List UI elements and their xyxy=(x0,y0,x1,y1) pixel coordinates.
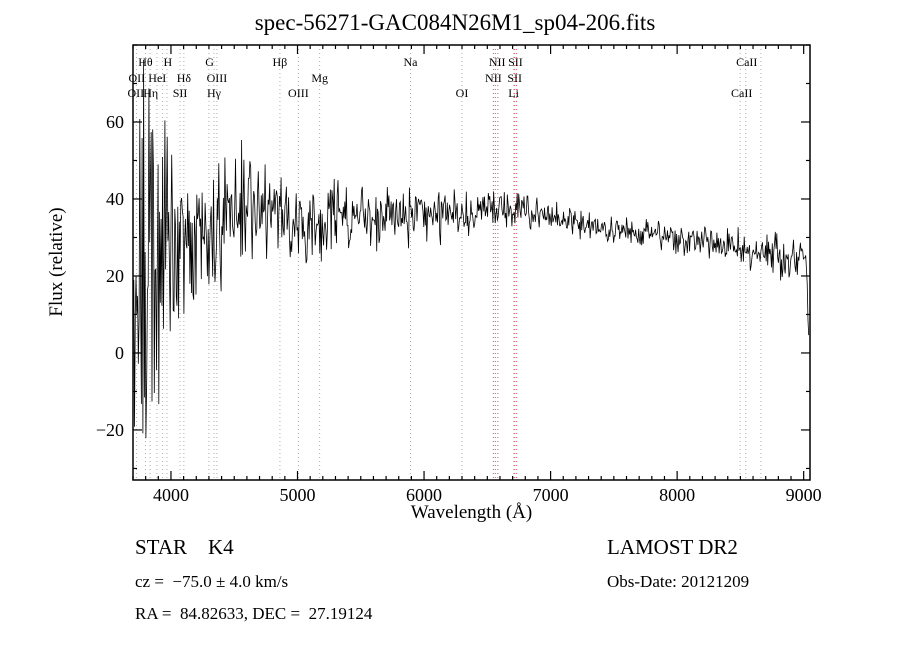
spectral-line-label: HeI xyxy=(148,71,166,85)
spectral-line-label: SII xyxy=(507,71,522,85)
spectral-line-label: Li xyxy=(508,86,519,100)
radial-velocity-text: cz = −75.0 ± 4.0 km/s xyxy=(135,572,289,591)
x-tick-label: 8000 xyxy=(659,485,695,505)
x-tick-label: 5000 xyxy=(280,485,316,505)
y-tick-label: 20 xyxy=(106,266,124,286)
x-tick-label: 4000 xyxy=(153,485,189,505)
y-tick-label: −20 xyxy=(96,420,124,440)
plot-frame xyxy=(132,44,811,481)
spectral-line-label: OII xyxy=(127,86,144,100)
spectral-line-label: NII xyxy=(489,55,506,69)
spectral-line-label: CaII xyxy=(731,86,752,100)
x-tick-label: 6000 xyxy=(406,485,442,505)
spectral-line-label: NII xyxy=(485,71,502,85)
survey-release-text: LAMOST DR2 xyxy=(607,535,738,559)
spectral-line-label: OI xyxy=(456,86,469,100)
spectral-line-label: OIII xyxy=(207,71,228,85)
spectral-line-label: CaII xyxy=(736,55,757,69)
x-tick-label: 7000 xyxy=(533,485,569,505)
y-axis-label: Flux (relative) xyxy=(46,207,67,317)
spectral-line-label: H xyxy=(163,55,172,69)
y-tick-label: 0 xyxy=(115,343,124,363)
figure-title: spec-56271-GAC084N26M1_sp04-206.fits xyxy=(254,10,656,35)
y-tick-label: 60 xyxy=(106,112,124,132)
spectrum-trace xyxy=(133,59,810,439)
object-class-text: STAR K4 xyxy=(135,535,234,559)
spectral-line-label: OII xyxy=(128,71,145,85)
y-tick-label: 40 xyxy=(106,189,124,209)
x-axis-label: Wavelength (Å) xyxy=(410,502,533,523)
spectral-line-label: Na xyxy=(404,55,419,69)
spectral-line-label: Hδ xyxy=(177,71,192,85)
spectral-line-label: SII xyxy=(508,55,523,69)
obs-date-text: Obs-Date: 20121209 xyxy=(607,572,750,591)
x-tick-label: 9000 xyxy=(786,485,822,505)
spectral-line-label: Hη xyxy=(143,86,158,100)
spectral-line-label: SII xyxy=(173,86,188,100)
spectral-line-label: Mg xyxy=(311,71,328,85)
ra-dec-text: RA = 84.82633, DEC = 27.19124 xyxy=(135,604,373,623)
spectral-line-label: Hγ xyxy=(207,86,222,100)
spectral-line-label: G xyxy=(205,55,214,69)
spectral-line-label: Hθ xyxy=(138,55,153,69)
spectral-line-label: Hβ xyxy=(273,55,288,69)
spectral-line-label: OIII xyxy=(288,86,309,100)
